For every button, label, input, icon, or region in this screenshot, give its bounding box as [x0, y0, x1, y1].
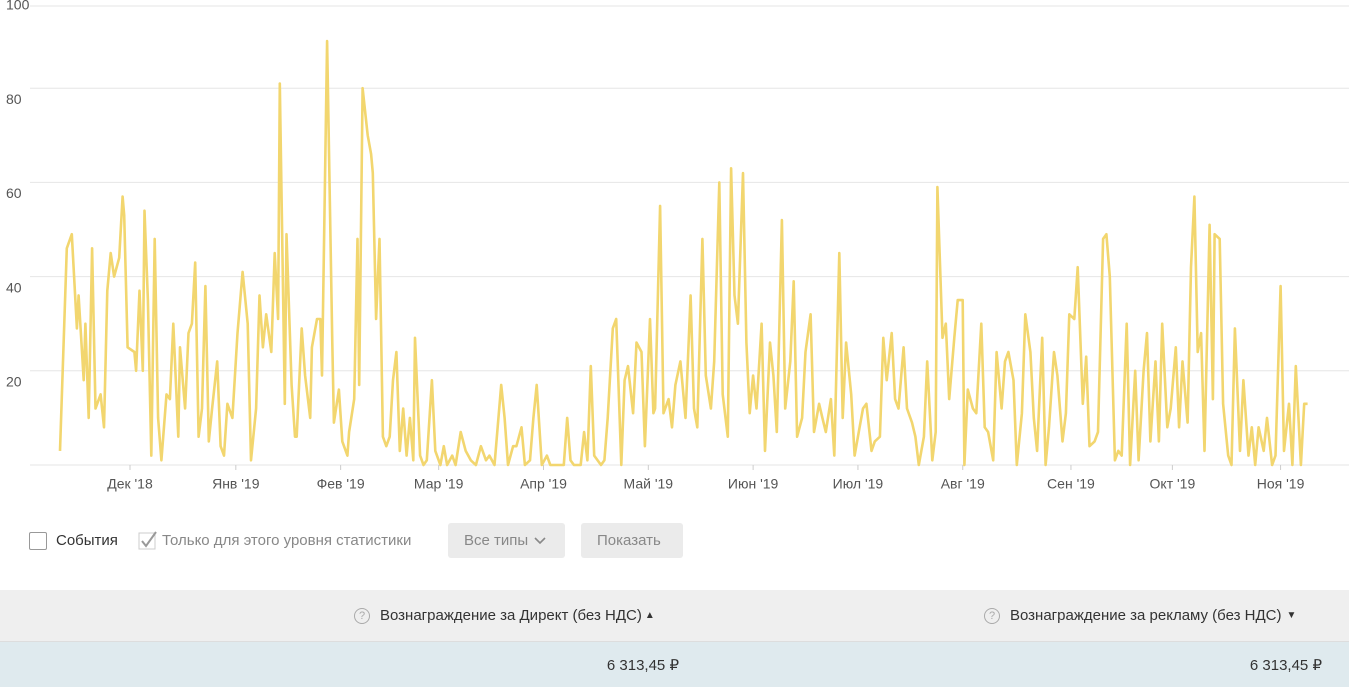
header-text: Вознаграждение за Директ (без НДС)	[380, 607, 642, 624]
chart: 20 40 60 80 100 Дек '18 Янв '19 Фев '19 Мар '19 А…	[6, 0, 1349, 492]
x-tick-label: Янв '19	[212, 476, 260, 492]
help-icon[interactable]: ?	[984, 607, 1000, 624]
y-tick-label: 80	[6, 91, 22, 107]
x-tick-label: Дек '18	[107, 476, 153, 492]
table-row: 6 313,45 ₽ 6 313,45 ₽	[0, 642, 1349, 687]
x-tick-label: Окт '19	[1150, 476, 1196, 492]
cell: 6 313,45 ₽	[606, 656, 679, 674]
x-tick-label: Апр '19	[520, 476, 567, 492]
x-tick-label: Ноя '19	[1257, 476, 1305, 492]
y-tick-label: 60	[6, 185, 22, 201]
header-cell[interactable]: ? Вознаграждение за Директ (без НДС) ▲︎	[354, 590, 655, 641]
only-level-checkbox[interactable]: Только для этого уровня статистики	[138, 523, 411, 558]
x-tick-label: Авг '19	[941, 476, 985, 492]
x-tick-label: Сен '19	[1047, 476, 1095, 492]
cell: 6 313,45 ₽	[1249, 656, 1322, 674]
show-label: Показать	[597, 532, 661, 549]
checkbox[interactable]	[29, 531, 47, 550]
x-tick-label: Июн '19	[728, 476, 779, 492]
only-level-label: Только для этого уровня статистики	[162, 532, 412, 549]
checkmark	[138, 530, 157, 549]
y-tick-label: 20	[6, 374, 22, 390]
help-icon[interactable]: ?	[354, 607, 370, 624]
types-label: Все типы	[464, 532, 529, 549]
x-tick-label: Июл '19	[833, 476, 884, 492]
header-text: Вознаграждение за рекламу (без НДС)	[1010, 607, 1282, 624]
x-tick-label: Фев '19	[317, 476, 365, 492]
chevron	[534, 536, 546, 544]
events-label: События	[56, 532, 118, 549]
types-button[interactable]: Все типы	[448, 523, 565, 558]
y-tick-label: 40	[6, 279, 22, 295]
data-line	[58, 39, 1308, 467]
events-checkbox[interactable]: События	[29, 523, 118, 558]
x-tick-label: Май '19	[624, 476, 674, 492]
x-tick-label: Мар '19	[414, 476, 464, 492]
y-tick-label: 100	[6, 0, 30, 13]
header-cell[interactable]: ? Вознаграждение за рекламу (без НДС) ▼	[984, 590, 1296, 641]
show-button[interactable]: Показать	[581, 523, 683, 558]
table-header: ? Вознаграждение за Директ (без НДС) ▲︎ ? В…	[0, 590, 1349, 642]
